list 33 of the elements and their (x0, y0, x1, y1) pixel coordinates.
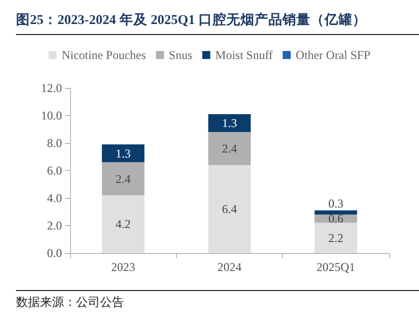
data-label: 0.3 (328, 196, 344, 210)
bar (208, 165, 251, 253)
data-label: 1.3 (222, 116, 237, 130)
legend-label: Moist Snuff (215, 48, 273, 62)
x-tick-label: 2023 (111, 260, 136, 274)
bar (314, 222, 358, 253)
y-tick-label: 4.0 (47, 191, 62, 205)
data-label: 4.2 (116, 217, 131, 232)
data-label: 0.6 (328, 212, 344, 226)
y-tick-label: 12.0 (41, 81, 62, 95)
source-note: 数据来源：公司公告 (16, 290, 419, 313)
data-label: 1.3 (116, 146, 131, 160)
data-label: 2.4 (116, 172, 131, 186)
bar (102, 144, 144, 162)
bar (208, 114, 251, 132)
y-tick-label: 10.0 (41, 108, 62, 122)
bar (314, 210, 358, 214)
y-tick-label: 0.0 (47, 246, 62, 260)
data-label: 2.2 (328, 230, 344, 245)
y-tick-label: 8.0 (47, 136, 62, 150)
data-label: 2.4 (222, 142, 237, 156)
bar (102, 162, 144, 196)
bar (208, 132, 251, 165)
chart-title: 图25：2023-2024 年及 2025Q1 口腔无烟产品销量（亿罐） (16, 8, 419, 35)
legend-label: Nicotine Pouches (62, 48, 146, 62)
data-label: 6.4 (222, 202, 237, 216)
legend-label: Other Oral SFP (296, 48, 371, 62)
x-tick-label: 2025Q1 (316, 260, 356, 274)
y-tick-label: 6.0 (47, 164, 62, 178)
y-tick-label: 2.0 (47, 218, 62, 232)
x-tick-label: 2024 (218, 260, 242, 274)
bar (102, 195, 144, 253)
legend-label: Snus (168, 48, 193, 62)
